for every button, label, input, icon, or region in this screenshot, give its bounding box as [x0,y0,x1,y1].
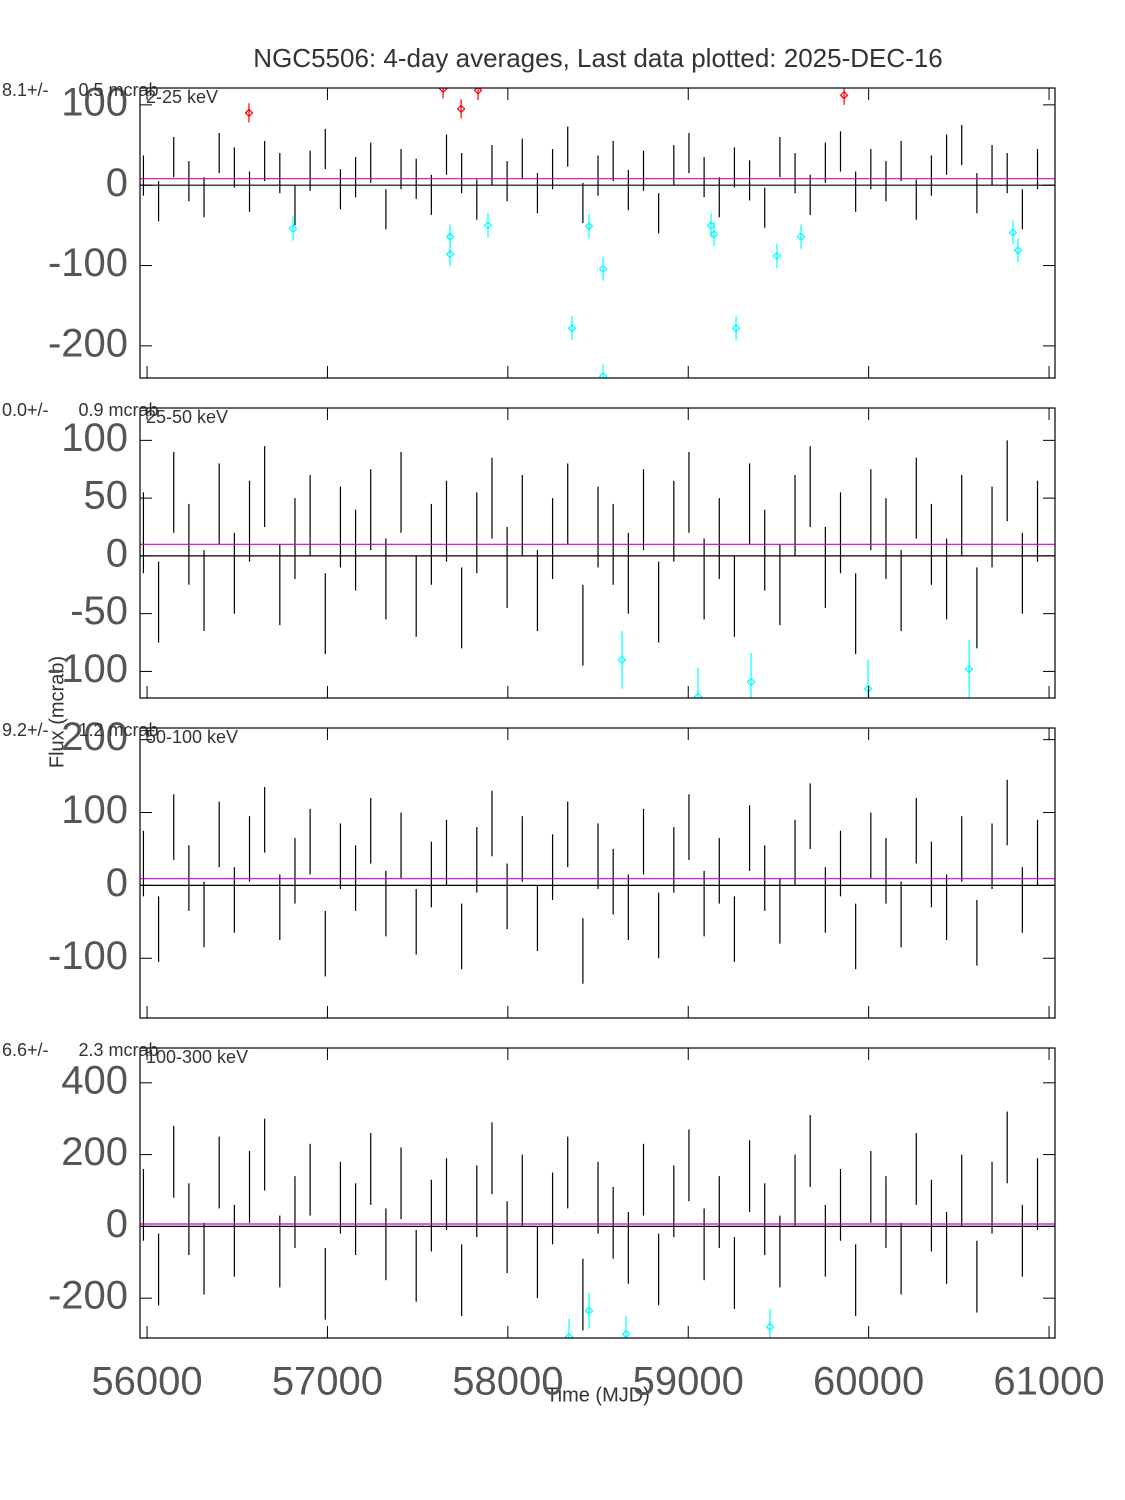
x-tick-label: 60000 [813,1360,924,1404]
point [796,232,806,241]
band-label: 2-25 keV [146,87,218,107]
y-tick-label: -200 [48,321,128,365]
x-tick-label: 56000 [91,1360,202,1404]
plot-area [140,779,1055,984]
band-label: 25-50 keV [146,407,228,427]
y-tick-label: -200 [48,1274,128,1318]
point [456,104,466,114]
point [438,88,448,94]
y-tick-label: 400 [61,1058,128,1102]
point [244,108,254,118]
x-tick-label: 57000 [272,1360,383,1404]
point [706,221,716,230]
y-tick-label: -100 [48,647,128,691]
point [567,323,577,333]
point [709,229,719,239]
mean-label: 9.2+/- 1.2 mcrab [2,720,159,740]
point [693,692,703,698]
point [445,232,455,241]
chart-title: NGC5506: 4-day averages, Last data plott… [253,43,942,73]
y-tick-label: 0 [106,861,128,905]
x-axis-label: Time (MJD) [546,1384,650,1406]
point [584,221,594,231]
point [863,684,873,694]
point [598,372,608,378]
point [839,90,849,100]
plot-area [140,88,1055,378]
plot-area [140,440,1055,698]
point [1008,228,1018,237]
point [483,221,493,230]
y-tick-label: 200 [61,715,128,759]
point [473,88,483,95]
point [1013,245,1023,255]
point [288,224,298,233]
mean-label: 8.1+/- 0.5 mcrab [2,80,159,100]
point [746,677,756,687]
point [765,1322,775,1332]
x-tick-label: 61000 [993,1360,1104,1404]
y-tick-label: 100 [61,80,128,124]
point [584,1306,594,1316]
plot-frame [139,407,1056,699]
plot-area [140,1111,1055,1338]
band-label: 100-300 keV [146,1047,248,1067]
y-tick-label: 100 [61,416,128,460]
x-tick-label: 58000 [452,1360,563,1404]
panel: -200 0 200 400 56000 57000 58000 59000 60000 6100… [2,1040,1105,1404]
y-tick-label: -100 [48,241,128,285]
band-label: 50-100 keV [146,727,238,747]
y-tick-label: -50 [70,589,128,633]
point [564,1332,574,1338]
y-tick-label: 0 [106,1202,128,1246]
point [772,251,782,261]
point [731,323,741,333]
y-tick-label: 100 [61,788,128,832]
mean-label: 6.6+/- 2.3 mcrab [2,1040,159,1060]
x-tick-label: 59000 [633,1360,744,1404]
point [964,664,974,674]
plot-frame [139,727,1056,1019]
point [445,249,455,259]
y-tick-label: 50 [84,474,129,518]
point [598,264,608,274]
y-tick-label: 0 [106,161,128,205]
plot-frame [139,87,1056,379]
mean-label: 0.0+/- 0.9 mcrab [2,400,159,420]
plot-frame [139,1047,1056,1339]
point [617,655,627,665]
y-tick-label: -100 [48,934,128,978]
y-tick-label: 0 [106,531,128,575]
y-axis-label: Flux (mcrab) [46,656,68,768]
y-tick-label: 200 [61,1130,128,1174]
